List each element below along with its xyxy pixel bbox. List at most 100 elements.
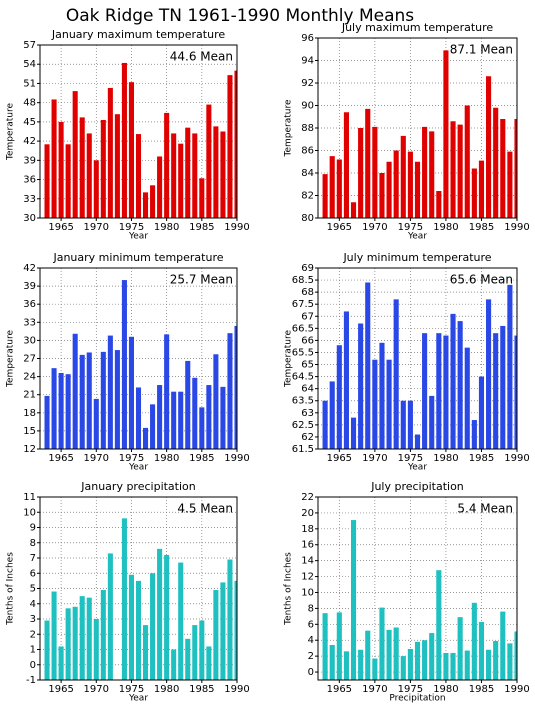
y-tick-label: 82 — [301, 191, 314, 202]
bar — [220, 131, 226, 218]
bar — [72, 91, 78, 218]
frame — [39, 496, 238, 681]
bars — [44, 518, 237, 680]
y-tick-label: 15 — [23, 426, 36, 437]
y-tick-label: 14 — [301, 556, 314, 567]
y-tick-label: 8 — [308, 603, 314, 614]
y-tick-label: 96 — [301, 33, 314, 44]
bar — [164, 334, 170, 449]
x-axis-label: Year — [128, 694, 148, 704]
bar — [400, 656, 406, 680]
bar — [486, 299, 492, 449]
y-tick-label: 39 — [23, 281, 36, 292]
bar — [114, 114, 120, 218]
y-tick-label: 10 — [23, 507, 36, 518]
bar — [79, 596, 85, 680]
bar — [178, 391, 184, 449]
y-tick-label: 45 — [23, 117, 36, 128]
bar — [493, 333, 499, 449]
bar — [350, 417, 357, 449]
bar — [486, 649, 492, 680]
bar — [343, 651, 349, 680]
bar — [220, 386, 226, 449]
bar — [478, 160, 485, 218]
annotation: 65.6 Mean — [450, 273, 513, 287]
bar — [471, 602, 477, 680]
bar — [107, 87, 113, 218]
x-axis-label: Year — [128, 463, 148, 473]
bar — [192, 625, 198, 680]
bar — [121, 62, 127, 218]
y-tick-label: 21 — [23, 390, 36, 401]
x-tick-label: 1965 — [327, 453, 352, 464]
x-tick-label: 1975 — [119, 684, 144, 695]
bar — [436, 191, 442, 218]
bar — [100, 590, 106, 680]
bar — [322, 400, 328, 449]
x-tick-label: 1985 — [189, 453, 214, 464]
y-axis-label: Tenths of Inches — [284, 552, 294, 626]
y-tick-label: 22 — [301, 492, 314, 503]
bar — [51, 368, 57, 449]
y-tick-label: 0 — [30, 660, 36, 671]
bar — [493, 641, 499, 680]
bar — [234, 70, 237, 218]
bar — [358, 323, 364, 449]
bar — [86, 133, 92, 218]
y-axis-label: Temperature — [6, 103, 16, 161]
y-tick-label: 4 — [30, 599, 36, 610]
y-tick-label: 90 — [301, 101, 314, 112]
bar — [422, 126, 428, 218]
bar — [51, 99, 57, 218]
bar — [358, 128, 364, 218]
y-tick-label: 63 — [301, 408, 314, 419]
x-axis-label: Year — [407, 232, 427, 242]
bar — [44, 620, 50, 680]
bar — [100, 351, 106, 449]
y-tick-label: 42 — [23, 263, 36, 274]
y-tick-label: 68.5 — [292, 275, 314, 286]
bar — [457, 124, 463, 218]
y-tick-label: 66.5 — [292, 323, 314, 334]
bar — [343, 112, 349, 218]
y-tick-label: 48 — [23, 98, 36, 109]
bar — [414, 161, 421, 218]
bar — [372, 658, 378, 680]
bar — [450, 652, 456, 680]
y-tick-label: 6 — [308, 619, 314, 630]
annotation: 5.4 Mean — [457, 502, 513, 516]
bar — [329, 381, 335, 449]
bar — [72, 333, 78, 449]
bar — [429, 395, 435, 449]
bar — [507, 284, 513, 449]
bar — [178, 143, 184, 218]
bar — [464, 650, 470, 680]
bar — [58, 372, 64, 449]
bar — [135, 387, 142, 449]
y-tick-label: 62 — [301, 432, 314, 443]
bar — [414, 434, 421, 449]
y-axis-label: Temperature — [284, 99, 294, 157]
bar — [213, 126, 219, 218]
bar — [199, 620, 205, 680]
y-tick-label: 2 — [308, 651, 314, 662]
bar — [379, 342, 385, 449]
x-axis-label: Year — [128, 232, 148, 242]
bar — [486, 76, 492, 218]
page-title: Oak Ridge TN 1961-1990 Monthly Means — [66, 6, 414, 26]
bar — [93, 619, 99, 680]
bar — [365, 108, 371, 218]
y-tick-label: 65 — [301, 360, 314, 371]
bar — [514, 119, 517, 218]
bar — [135, 580, 142, 680]
bar — [407, 648, 413, 680]
bar — [72, 606, 78, 680]
x-tick-label: 1990 — [504, 684, 529, 695]
bar — [44, 144, 50, 218]
x-tick-label: 1990 — [504, 222, 529, 233]
y-tick-label: 36 — [23, 299, 36, 310]
bar — [372, 359, 378, 449]
y-tick-label: 3 — [30, 614, 36, 625]
bar — [79, 354, 85, 449]
y-tick-label: 42 — [23, 136, 36, 147]
